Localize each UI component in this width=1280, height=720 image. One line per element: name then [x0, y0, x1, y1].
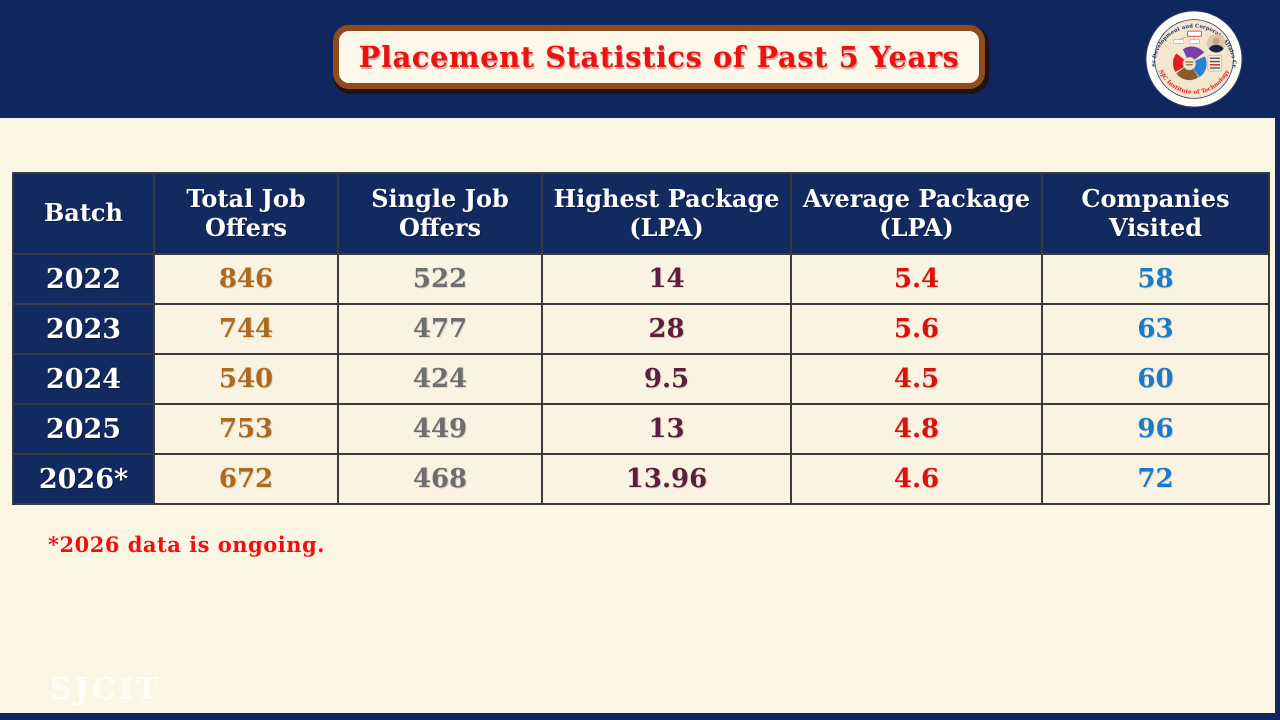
companies-visited-cell: 96 — [1041, 403, 1270, 455]
average-package-cell: 4.6 — [790, 453, 1043, 505]
right-edge-bar — [1275, 0, 1280, 720]
batch-cell: 2024 — [12, 353, 155, 405]
companies-visited-cell: 58 — [1041, 253, 1270, 305]
companies-visited-cell: 72 — [1041, 453, 1270, 505]
footnote: *2026 data is ongoing. — [48, 532, 325, 557]
average-package-cell: 5.6 — [790, 303, 1043, 355]
bottom-edge-bar — [0, 713, 1280, 720]
highest-package-cell: 9.5 — [541, 353, 792, 405]
table-row: 2024 540 424 9.5 4.5 60 — [12, 353, 1270, 405]
institute-logo-svg: Career Development and Corporate Affairs… — [1141, 4, 1243, 108]
column-header-average-package: Average Package (LPA) — [790, 172, 1043, 255]
batch-cell: 2022 — [12, 253, 155, 305]
institute-logo: Career Development and Corporate Affairs… — [1141, 4, 1245, 110]
highest-package-cell: 13 — [541, 403, 792, 455]
batch-cell: 2026* — [12, 453, 155, 505]
total-offers-cell: 540 — [153, 353, 339, 405]
average-package-cell: 4.5 — [790, 353, 1043, 405]
average-package-cell: 5.4 — [790, 253, 1043, 305]
single-offers-cell: 424 — [337, 353, 543, 405]
total-offers-cell: 744 — [153, 303, 339, 355]
table-row: 2022 846 522 14 5.4 58 — [12, 253, 1270, 305]
total-offers-cell: 846 — [153, 253, 339, 305]
column-header-single-offers: Single Job Offers — [337, 172, 543, 255]
column-header-batch: Batch — [12, 172, 155, 255]
single-offers-cell: 449 — [337, 403, 543, 455]
table-row: 2026* 672 468 13.96 4.6 72 — [12, 453, 1270, 505]
placement-table: Batch Total Job Offers Single Job Offers… — [12, 172, 1270, 505]
table-row: 2025 753 449 13 4.8 96 — [12, 403, 1270, 455]
header-band: Placement Statistics of Past 5 Years Car… — [0, 0, 1280, 118]
highest-package-cell: 28 — [541, 303, 792, 355]
single-offers-cell: 522 — [337, 253, 543, 305]
companies-visited-cell: 60 — [1041, 353, 1270, 405]
batch-cell: 2023 — [12, 303, 155, 355]
single-offers-cell: 468 — [337, 453, 543, 505]
highest-package-cell: 14 — [541, 253, 792, 305]
average-package-cell: 4.8 — [790, 403, 1043, 455]
total-offers-cell: 672 — [153, 453, 339, 505]
batch-cell: 2025 — [12, 403, 155, 455]
single-offers-cell: 477 — [337, 303, 543, 355]
column-header-companies-visited: Companies Visited — [1041, 172, 1270, 255]
page-title: Placement Statistics of Past 5 Years — [358, 40, 960, 74]
table-row: 2023 744 477 28 5.6 63 — [12, 303, 1270, 355]
column-header-total-offers: Total Job Offers — [153, 172, 339, 255]
companies-visited-cell: 63 — [1041, 303, 1270, 355]
table-header-row: Batch Total Job Offers Single Job Offers… — [12, 172, 1270, 255]
watermark-sjcit: SJCIT — [50, 672, 162, 707]
highest-package-cell: 13.96 — [541, 453, 792, 505]
title-banner: Placement Statistics of Past 5 Years — [333, 25, 985, 89]
logo-diagram — [1172, 30, 1226, 81]
column-header-highest-package: Highest Package (LPA) — [541, 172, 792, 255]
total-offers-cell: 753 — [153, 403, 339, 455]
